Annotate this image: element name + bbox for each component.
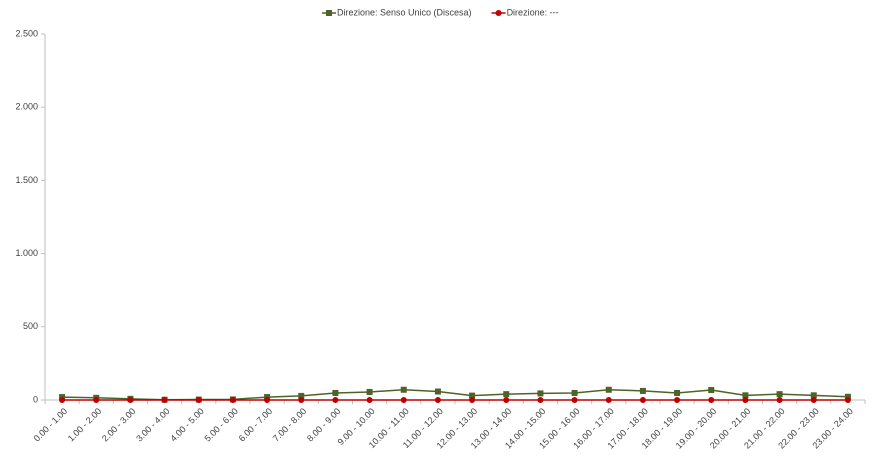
marker [605,386,612,393]
marker [674,397,681,403]
y-tick-label: 500 [23,321,38,331]
x-tick-label: 0.00 - 1.00 [32,406,69,443]
x-tick-label: 7.00 - 8.00 [271,406,308,443]
marker [469,397,476,403]
marker [844,393,851,400]
marker [537,397,544,403]
marker [844,397,851,403]
x-tick-label: 1.00 - 2.00 [66,406,103,443]
y-tick-label: 1.000 [15,248,38,258]
marker [605,397,612,403]
marker [93,397,100,403]
legend-item: Direzione: Senso Unico (Discesa) [322,7,472,17]
marker [537,390,544,397]
marker [400,397,407,403]
marker [434,397,441,403]
marker [298,397,305,403]
marker [571,397,578,403]
y-tick-label: 2.500 [15,28,38,38]
marker [742,397,749,403]
marker [59,397,66,403]
marker [366,397,373,403]
marker [571,389,578,396]
marker [810,392,817,399]
series-line [62,389,848,401]
marker [264,397,271,403]
y-tick-label: 0 [33,394,38,404]
marker [810,397,817,403]
marker [161,397,168,403]
marker [229,397,236,403]
marker [195,397,202,403]
x-tick-label: 3.00 - 4.00 [134,406,171,443]
marker [332,397,339,403]
marker [400,386,407,393]
marker [332,389,339,396]
marker [776,397,783,403]
x-tick-label: 2.00 - 3.00 [100,406,137,443]
marker [503,391,510,398]
marker [366,388,373,395]
legend-label: Direzione: --- [507,7,559,17]
x-tick-label: 6.00 - 7.00 [237,406,274,443]
marker [127,397,134,403]
y-tick-label: 2.000 [15,102,38,112]
y-tick-label: 1.500 [15,175,38,185]
marker [298,392,305,399]
marker [776,391,783,398]
marker [639,397,646,403]
marker [708,397,715,403]
marker [469,392,476,399]
x-tick-label: 4.00 - 5.00 [168,406,205,443]
legend-marker [495,10,502,16]
marker [708,387,715,394]
marker [639,387,646,394]
marker [742,392,749,399]
marker [434,388,441,395]
legend-marker [326,10,332,16]
x-tick-label: 5.00 - 6.00 [203,406,240,443]
legend-item: Direzione: --- [491,7,559,17]
marker [674,389,681,396]
marker [503,397,510,403]
legend-label: Direzione: Senso Unico (Discesa) [337,7,472,17]
